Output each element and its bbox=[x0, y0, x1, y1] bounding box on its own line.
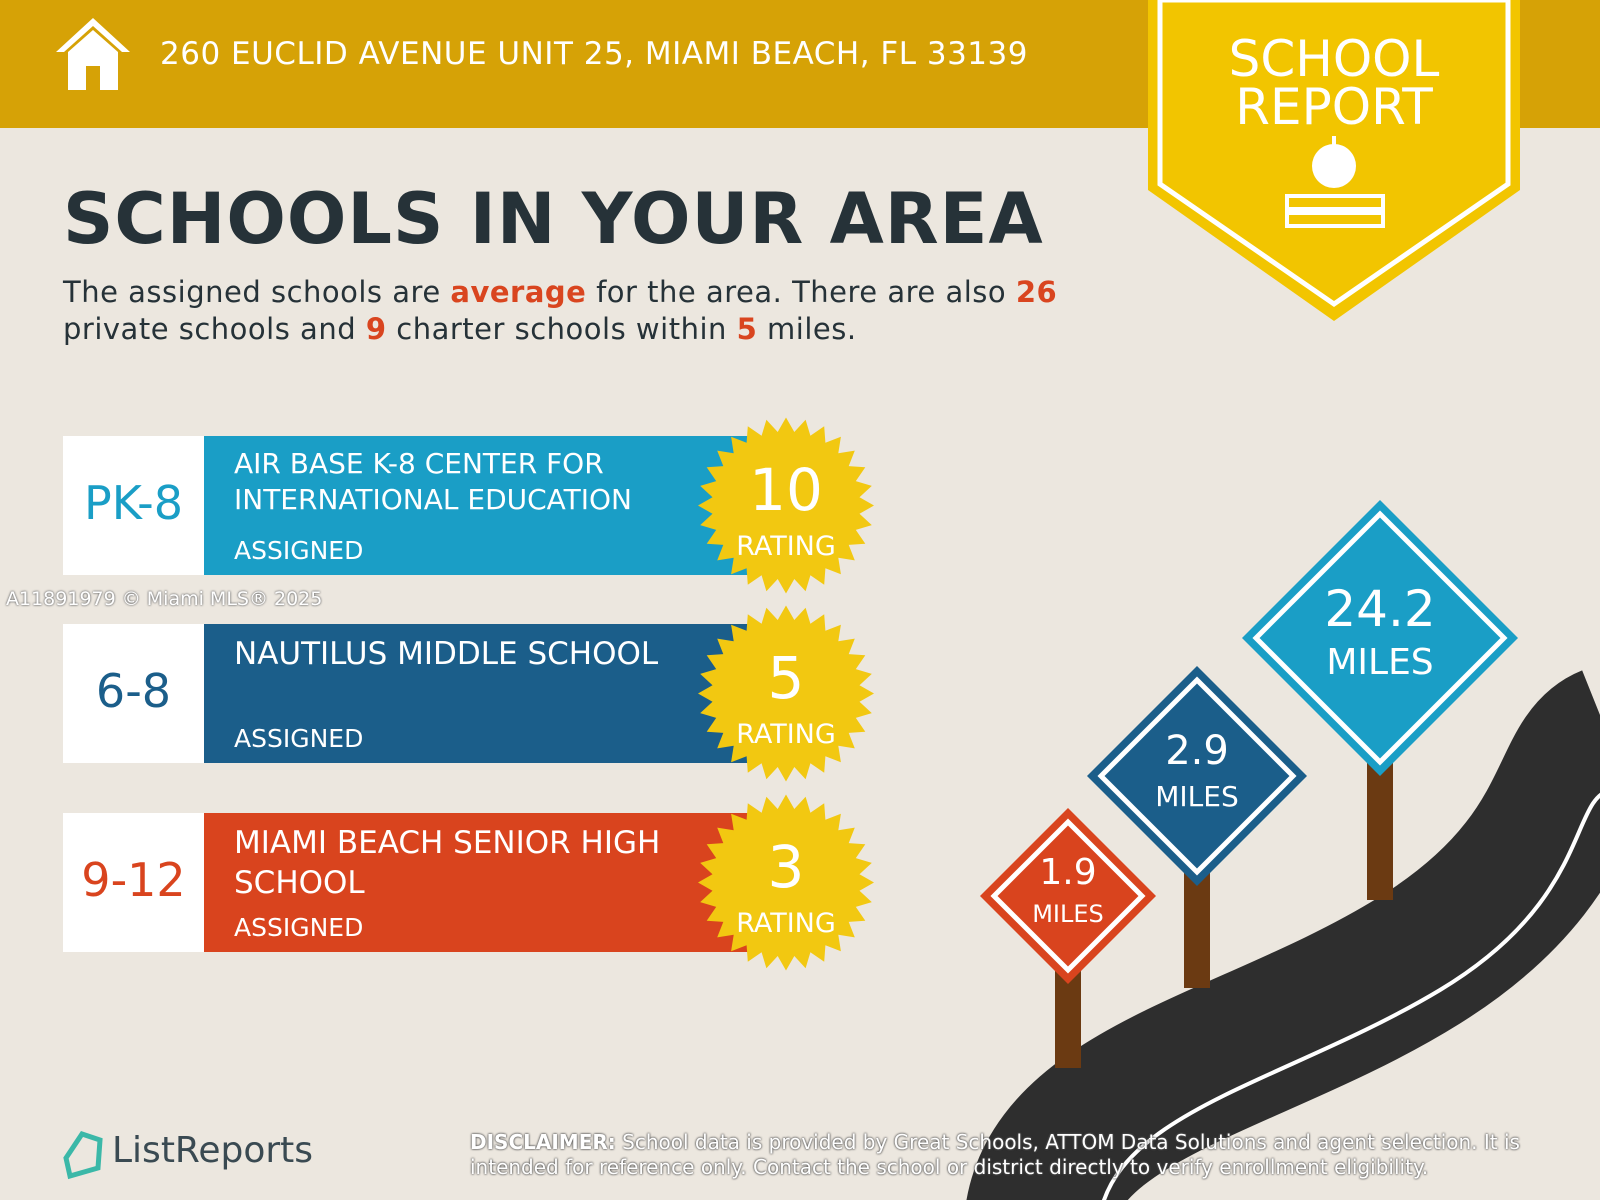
address: 260 EUCLID AVENUE UNIT 25, MIAMI BEACH, … bbox=[160, 36, 1028, 72]
road bbox=[966, 670, 1600, 1200]
grades-box bbox=[63, 436, 204, 575]
house-icon bbox=[56, 18, 130, 90]
disclaimer: DISCLAIMER: School data is provided by G… bbox=[470, 1130, 1540, 1180]
grades: PK-8 bbox=[84, 476, 183, 530]
rating: 3 bbox=[767, 833, 805, 901]
school-status: ASSIGNED bbox=[234, 724, 364, 753]
rating: 10 bbox=[749, 456, 823, 524]
school-bar bbox=[204, 624, 755, 763]
watermark: A11891979 © Miami MLS® 2025 bbox=[6, 588, 323, 610]
intro-text: The assigned schools are bbox=[63, 275, 441, 309]
logo[interactable]: ListReports bbox=[112, 1130, 314, 1171]
grades: 9-12 bbox=[81, 853, 186, 907]
grades: 6-8 bbox=[95, 664, 172, 718]
intro-text: for the area. There are also bbox=[596, 275, 1007, 309]
heading: SCHOOLS IN YOUR AREA bbox=[63, 178, 1044, 260]
school-status: ASSIGNED bbox=[234, 536, 364, 565]
school-name: NAUTILUS MIDDLE SCHOOL bbox=[234, 636, 659, 672]
grades-box bbox=[63, 624, 204, 763]
sign-distance: 1.9 bbox=[1039, 852, 1097, 893]
school-rows bbox=[63, 417, 874, 971]
apple-books-icon bbox=[1285, 136, 1385, 228]
sign bbox=[1087, 666, 1307, 886]
school-name: AIR BASE K-8 CENTER FOR INTERNATIONAL ED… bbox=[234, 447, 633, 516]
intro-highlight: average bbox=[450, 275, 587, 309]
sign-border bbox=[1097, 676, 1297, 876]
school-bar bbox=[204, 813, 755, 952]
badge-border bbox=[1157, 0, 1511, 308]
school-status: ASSIGNED bbox=[234, 913, 364, 942]
intro-highlight: 26 bbox=[1015, 275, 1058, 309]
intro: The assigned schools are average for the… bbox=[63, 274, 1057, 348]
disclaimer-label: DISCLAIMER: bbox=[470, 1130, 616, 1154]
sign-unit: MILES bbox=[1032, 900, 1104, 928]
rating-burst bbox=[698, 417, 874, 594]
disclaimer-text: School data is provided by Great Schools… bbox=[470, 1130, 1520, 1179]
intro-text: charter schools within bbox=[396, 312, 727, 346]
intro-text: miles. bbox=[767, 312, 857, 346]
rating-burst bbox=[698, 605, 874, 782]
sign bbox=[1242, 500, 1518, 776]
rating-label: RATING bbox=[736, 531, 836, 562]
school-name: MIAMI BEACH SENIOR HIGH SCHOOL bbox=[234, 825, 661, 901]
sign-distance: 2.9 bbox=[1165, 728, 1229, 774]
school-bar bbox=[204, 436, 755, 575]
rating: 5 bbox=[767, 644, 805, 712]
sign bbox=[980, 808, 1156, 984]
signs bbox=[980, 500, 1518, 1068]
sign-unit: MILES bbox=[1326, 642, 1434, 683]
rating-label: RATING bbox=[736, 719, 836, 750]
sign-border bbox=[1252, 510, 1508, 766]
intro-text: private schools and bbox=[63, 312, 357, 346]
rating-burst bbox=[698, 794, 874, 971]
sign-unit: MILES bbox=[1155, 780, 1239, 813]
badge-title: REPORT bbox=[1235, 78, 1433, 136]
sign-border bbox=[990, 818, 1146, 974]
intro-highlight: 5 bbox=[736, 312, 758, 346]
rating-label: RATING bbox=[736, 908, 836, 939]
grades-box bbox=[63, 813, 204, 952]
logo-icon bbox=[63, 1131, 103, 1180]
badge-title: SCHOOL bbox=[1228, 30, 1440, 88]
road-line bbox=[1101, 792, 1600, 1200]
intro-highlight: 9 bbox=[365, 312, 387, 346]
sign-distance: 24.2 bbox=[1324, 580, 1436, 638]
